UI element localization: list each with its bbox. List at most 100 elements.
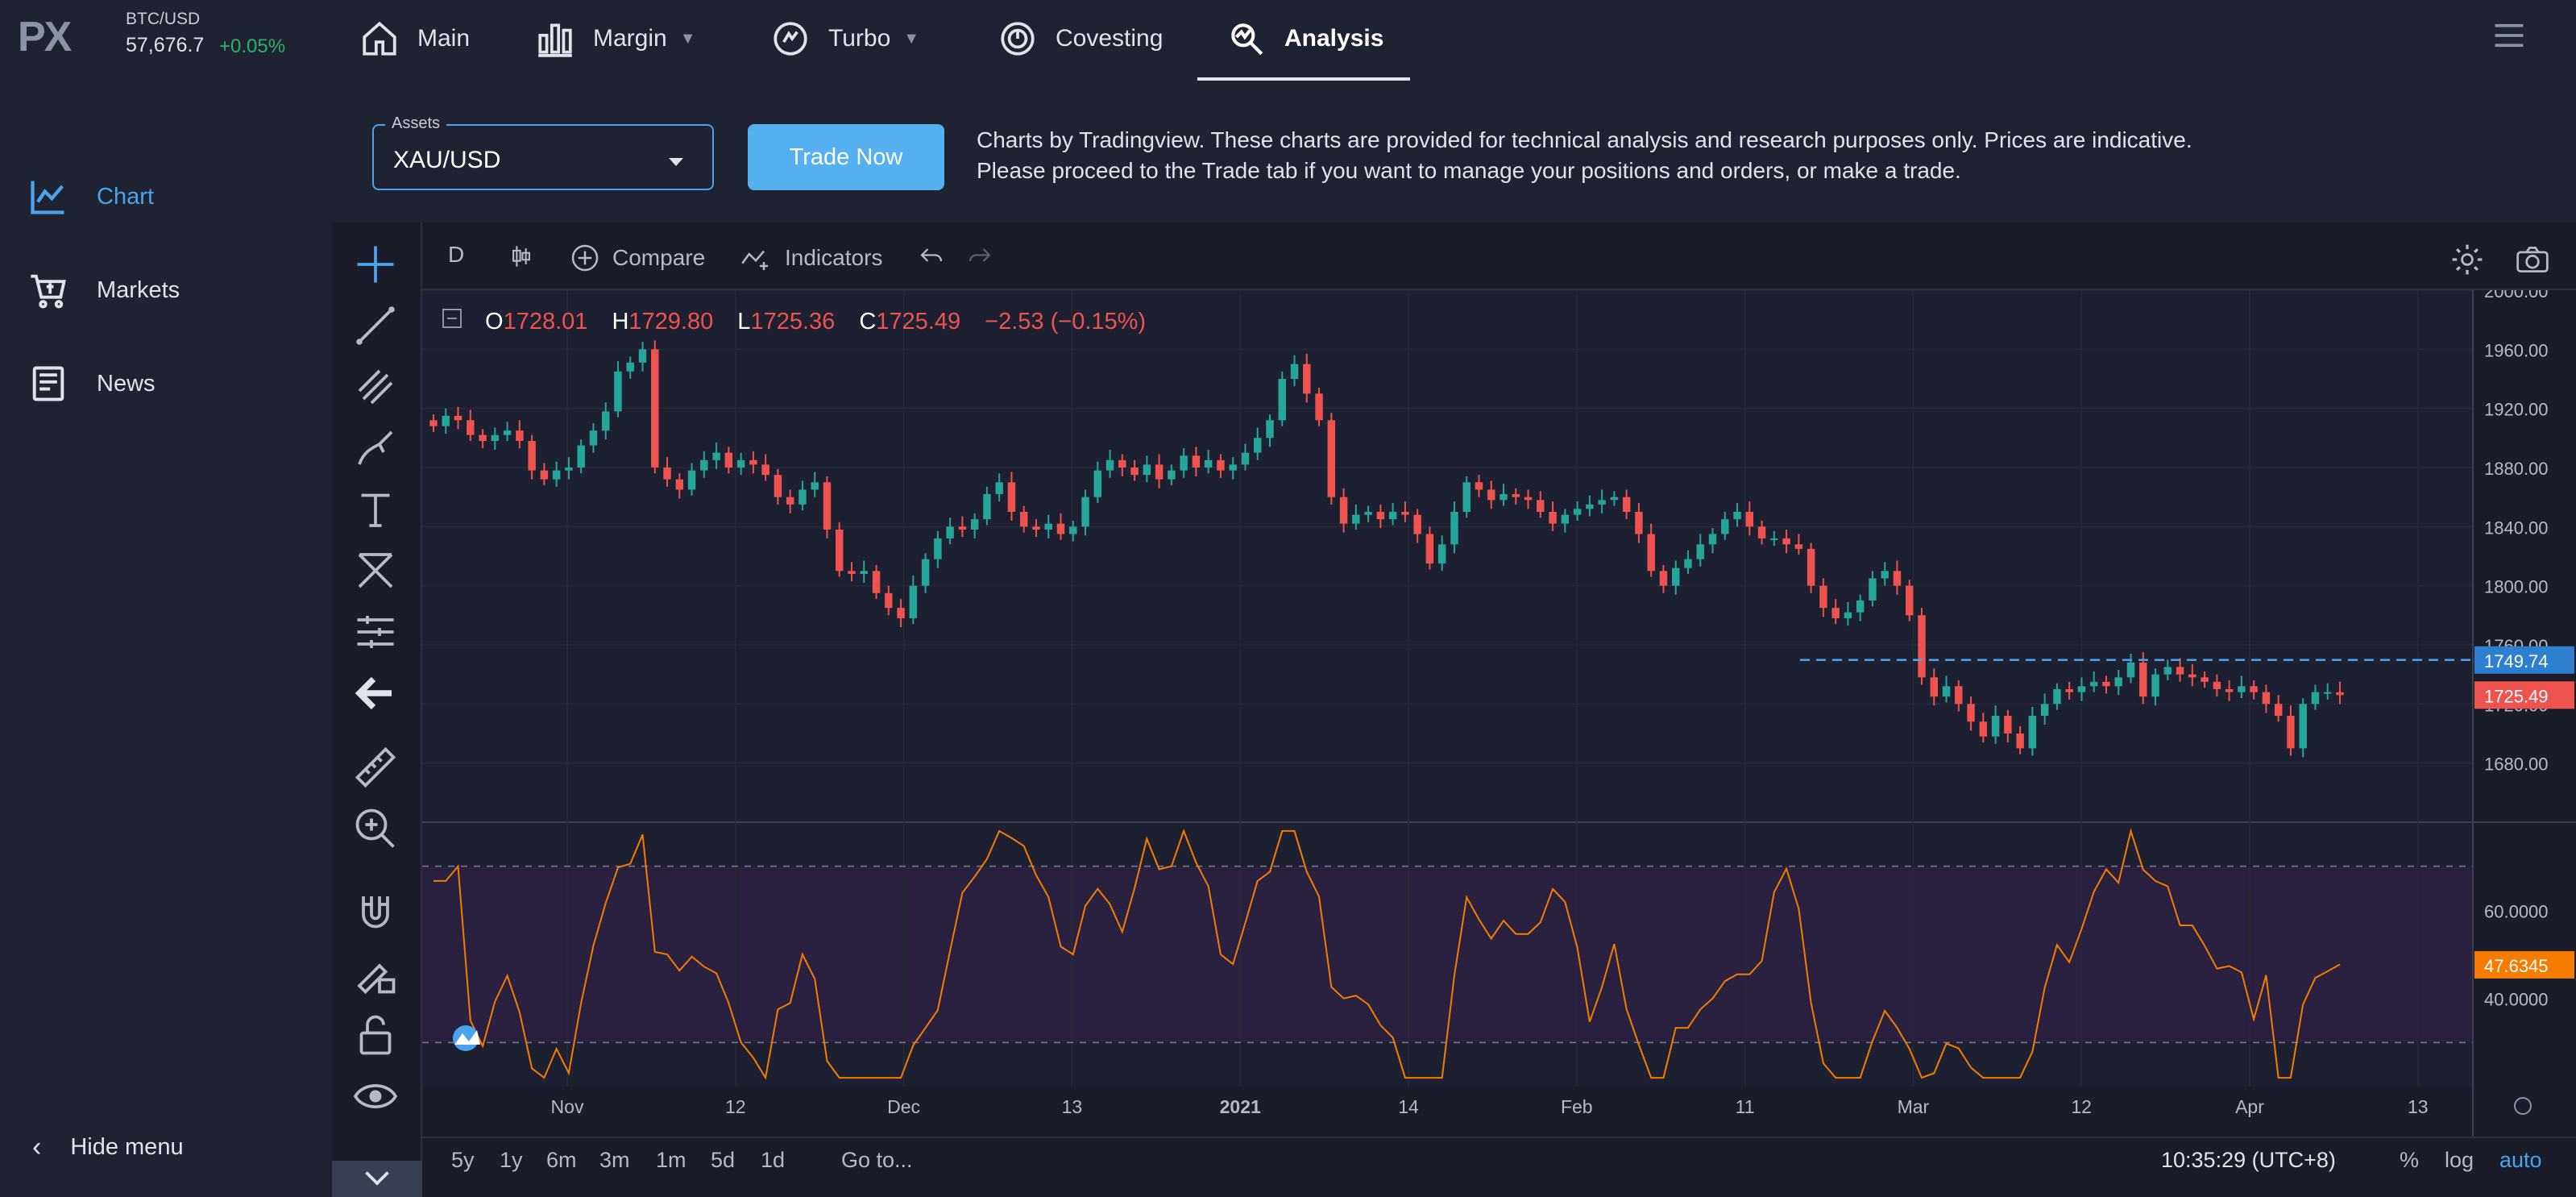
fib-tool-icon[interactable] [351, 363, 400, 411]
settings-button[interactable] [2449, 242, 2485, 277]
home-icon [363, 21, 396, 56]
candle [1253, 438, 1262, 453]
candle [946, 526, 954, 538]
top-bar [0, 0, 2576, 81]
scroll-toolbar-button[interactable] [332, 1161, 422, 1197]
candle [958, 526, 967, 530]
candle [1819, 585, 1827, 609]
ticker-pair[interactable]: BTC/USD [126, 10, 201, 28]
range-6m[interactable]: 6m [546, 1148, 577, 1172]
candle [2151, 674, 2159, 697]
lock-icon[interactable] [351, 1011, 400, 1059]
time-tick-label: Feb [1561, 1096, 1593, 1117]
sidebar-item-label: News [97, 370, 156, 397]
candle [1512, 494, 1520, 497]
candle [614, 371, 622, 412]
measure-lines-icon[interactable] [351, 608, 400, 656]
assets-select[interactable] [372, 124, 714, 190]
zoom-in-icon[interactable] [351, 804, 400, 853]
price-chart[interactable]: 2000.00 1960.00 1920.00 1880.00 1840.00 1800.… [422, 290, 2576, 1137]
candle [700, 459, 708, 471]
candle [1056, 523, 1065, 534]
indicators-button[interactable]: Indicators [738, 242, 882, 274]
snapshot-button[interactable] [2514, 242, 2551, 277]
sidebar-item-news[interactable]: News [27, 363, 156, 405]
range-5y[interactable]: 5y [451, 1148, 475, 1172]
candle [1844, 612, 1852, 618]
eye-icon[interactable] [351, 1072, 400, 1120]
auto-scale-button[interactable]: auto [2499, 1148, 2542, 1172]
range-1d[interactable]: 1d [761, 1148, 786, 1172]
collapse-legend-icon[interactable] [442, 309, 462, 328]
log-scale-button[interactable]: log [2445, 1148, 2474, 1172]
nav-main[interactable]: Main [359, 13, 470, 64]
candle [540, 470, 549, 480]
candle [1918, 615, 1926, 678]
candle [1155, 464, 1164, 480]
time-tick-label: Mar [1898, 1096, 1930, 1117]
candle [1524, 497, 1533, 501]
candle [1192, 455, 1201, 468]
high-value: 1729.80 [628, 309, 713, 335]
candle [1955, 686, 1963, 704]
sidebar-item-markets[interactable]: Markets [27, 269, 180, 311]
pattern-icon[interactable] [351, 547, 400, 595]
compare-button[interactable]: Compare [569, 242, 705, 274]
magnet-icon[interactable] [351, 888, 400, 937]
ruler-icon[interactable] [351, 743, 400, 792]
lock-drawing-icon[interactable] [351, 950, 400, 998]
candle [1462, 482, 1471, 512]
nav-turbo[interactable]: Turbo ▼ [770, 13, 919, 64]
candle [1684, 559, 1692, 568]
candle [1143, 464, 1151, 476]
nav-covesting[interactable]: Covesting [998, 13, 1163, 64]
hamburger-menu-icon[interactable] [2492, 21, 2526, 50]
nav-analysis[interactable]: Analysis [1226, 13, 1383, 64]
candle [1487, 489, 1495, 501]
candle [1537, 500, 1545, 512]
trade-now-button[interactable]: Trade Now [748, 124, 944, 190]
candle [1573, 509, 1582, 515]
trend-line-icon[interactable] [351, 301, 400, 350]
candle [1942, 686, 1951, 697]
percent-scale-button[interactable]: % [2400, 1148, 2420, 1172]
candle [479, 434, 487, 441]
turbo-icon [774, 22, 807, 56]
clock-timezone[interactable]: 10:35:29 (UTC+8) [2161, 1148, 2336, 1172]
undo-button[interactable] [917, 242, 946, 271]
range-5d[interactable]: 5d [711, 1148, 736, 1172]
crosshair-icon[interactable] [351, 240, 400, 289]
candle [712, 452, 720, 460]
disclaimer-line-1: Charts by Tradingview. These charts are … [977, 127, 2192, 152]
plus-circle-icon [571, 244, 599, 272]
ticker-price: 57,676.7 [126, 34, 205, 56]
candle [1081, 497, 1089, 527]
nav-margin[interactable]: Margin ▼ [535, 13, 696, 64]
interval-button[interactable]: D [448, 242, 465, 267]
range-3m[interactable]: 3m [599, 1148, 630, 1172]
price-tick-label: 1840.00 [2484, 517, 2549, 538]
candle [1069, 526, 1077, 534]
high-label: H [612, 309, 628, 335]
chart-type-button[interactable] [508, 242, 535, 271]
time-axis-settings-icon[interactable] [2514, 1097, 2532, 1115]
range-1m[interactable]: 1m [656, 1148, 687, 1172]
brush-icon[interactable] [351, 424, 400, 472]
candle [2004, 716, 2012, 734]
candle [1168, 470, 1176, 480]
candle [1217, 459, 1225, 471]
hide-menu-button[interactable]: ‹ Hide menu [32, 1132, 184, 1163]
goto-date-button[interactable]: Go to... [841, 1148, 913, 1172]
redo-button[interactable] [965, 242, 994, 271]
sidebar [0, 81, 330, 1197]
candle [872, 571, 881, 593]
sidebar-item-chart[interactable]: Chart [27, 176, 154, 218]
text-tool-icon[interactable] [351, 485, 400, 534]
range-1y[interactable]: 1y [500, 1148, 523, 1172]
arrow-left-icon[interactable] [351, 669, 400, 717]
time-tick-label: Apr [2235, 1096, 2264, 1117]
candle [897, 608, 905, 618]
assets-label: Assets [385, 114, 447, 133]
candle [1339, 497, 1348, 524]
candle [811, 482, 819, 490]
